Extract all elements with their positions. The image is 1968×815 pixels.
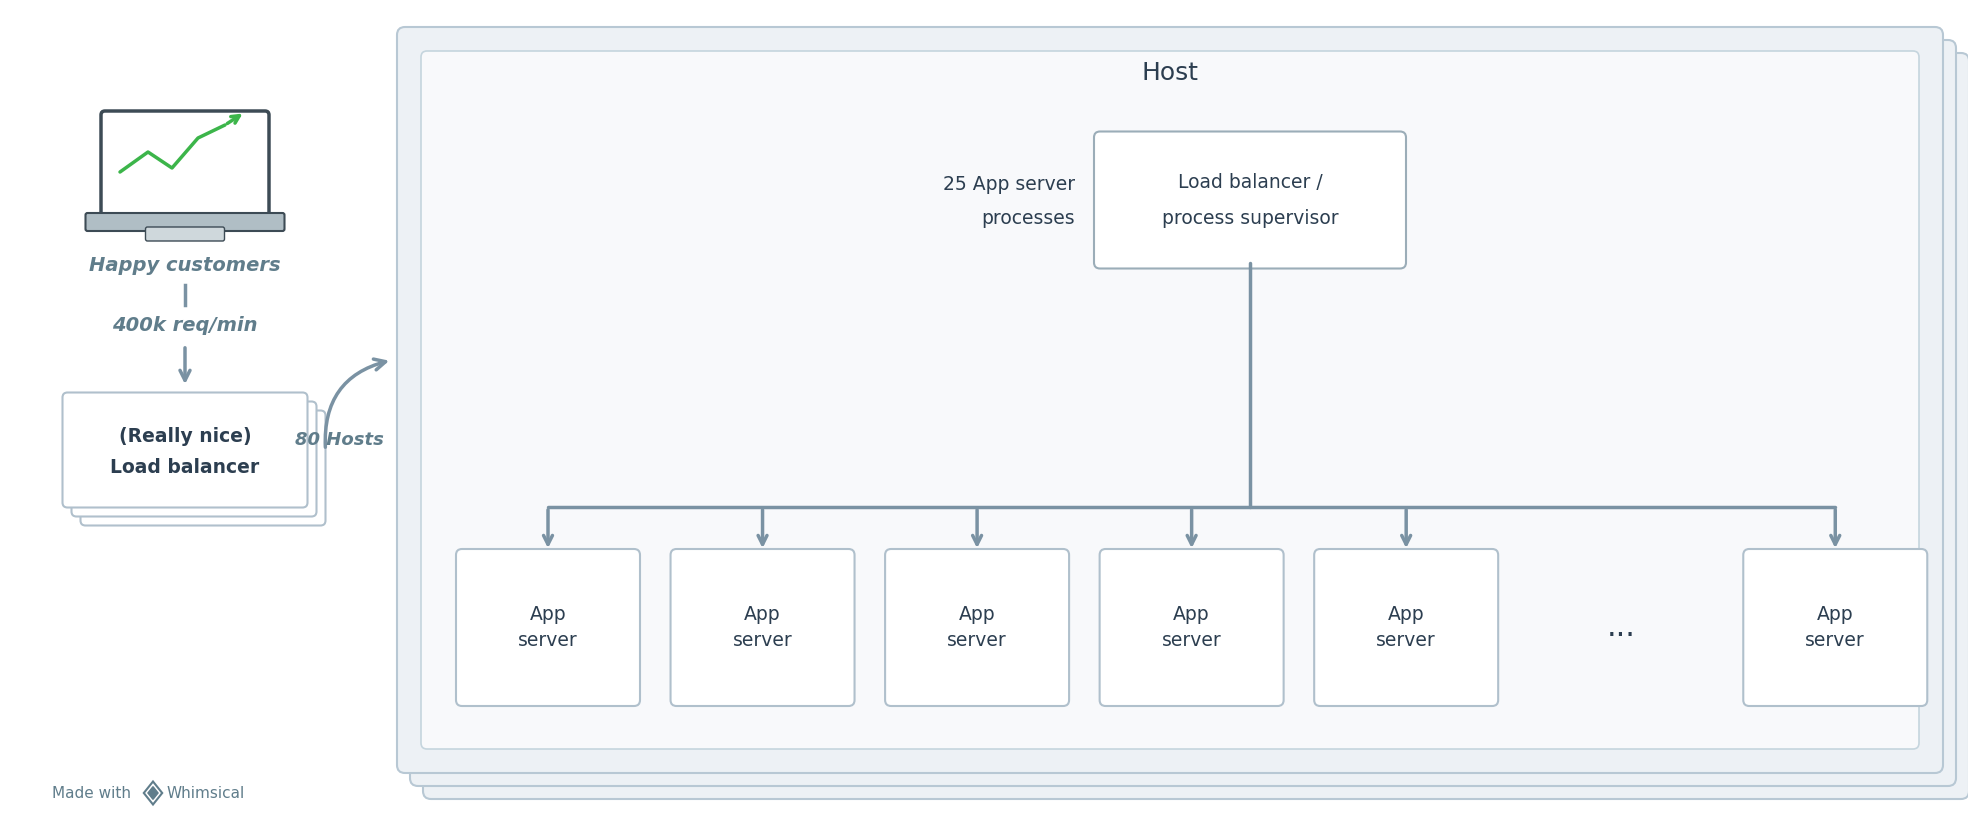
Text: Load balancer /: Load balancer / [1177, 173, 1322, 192]
FancyBboxPatch shape [886, 549, 1069, 706]
Text: Happy customers: Happy customers [89, 255, 281, 275]
Text: ...: ... [1606, 613, 1635, 642]
FancyBboxPatch shape [1094, 131, 1405, 268]
FancyBboxPatch shape [1315, 549, 1498, 706]
FancyBboxPatch shape [409, 40, 1956, 786]
Text: Whimsical: Whimsical [167, 786, 246, 800]
Polygon shape [148, 786, 157, 800]
FancyBboxPatch shape [146, 227, 224, 241]
Text: App
server: App server [947, 605, 1008, 650]
Text: 400k req/min: 400k req/min [112, 315, 258, 334]
Text: App
server: App server [1376, 605, 1437, 650]
FancyBboxPatch shape [423, 53, 1968, 799]
Text: 25 App server: 25 App server [943, 175, 1075, 195]
FancyBboxPatch shape [100, 111, 270, 219]
Text: Host: Host [1141, 61, 1199, 85]
FancyBboxPatch shape [63, 393, 307, 508]
Text: process supervisor: process supervisor [1161, 209, 1338, 227]
Text: processes: processes [982, 209, 1075, 227]
Text: App
server: App server [518, 605, 579, 650]
FancyBboxPatch shape [85, 213, 285, 231]
FancyBboxPatch shape [398, 27, 1942, 773]
Text: App
server: App server [1161, 605, 1222, 650]
Text: (Really nice): (Really nice) [118, 426, 252, 446]
Text: App
server: App server [1805, 605, 1866, 650]
FancyBboxPatch shape [71, 402, 317, 517]
Text: App
server: App server [732, 605, 793, 650]
Text: Load balancer: Load balancer [110, 457, 260, 477]
FancyBboxPatch shape [1100, 549, 1283, 706]
FancyBboxPatch shape [671, 549, 854, 706]
FancyBboxPatch shape [1744, 549, 1927, 706]
FancyBboxPatch shape [81, 411, 325, 526]
Text: 80 Hosts: 80 Hosts [295, 431, 384, 449]
Text: Made with: Made with [51, 786, 132, 800]
FancyBboxPatch shape [421, 51, 1919, 749]
FancyBboxPatch shape [457, 549, 640, 706]
